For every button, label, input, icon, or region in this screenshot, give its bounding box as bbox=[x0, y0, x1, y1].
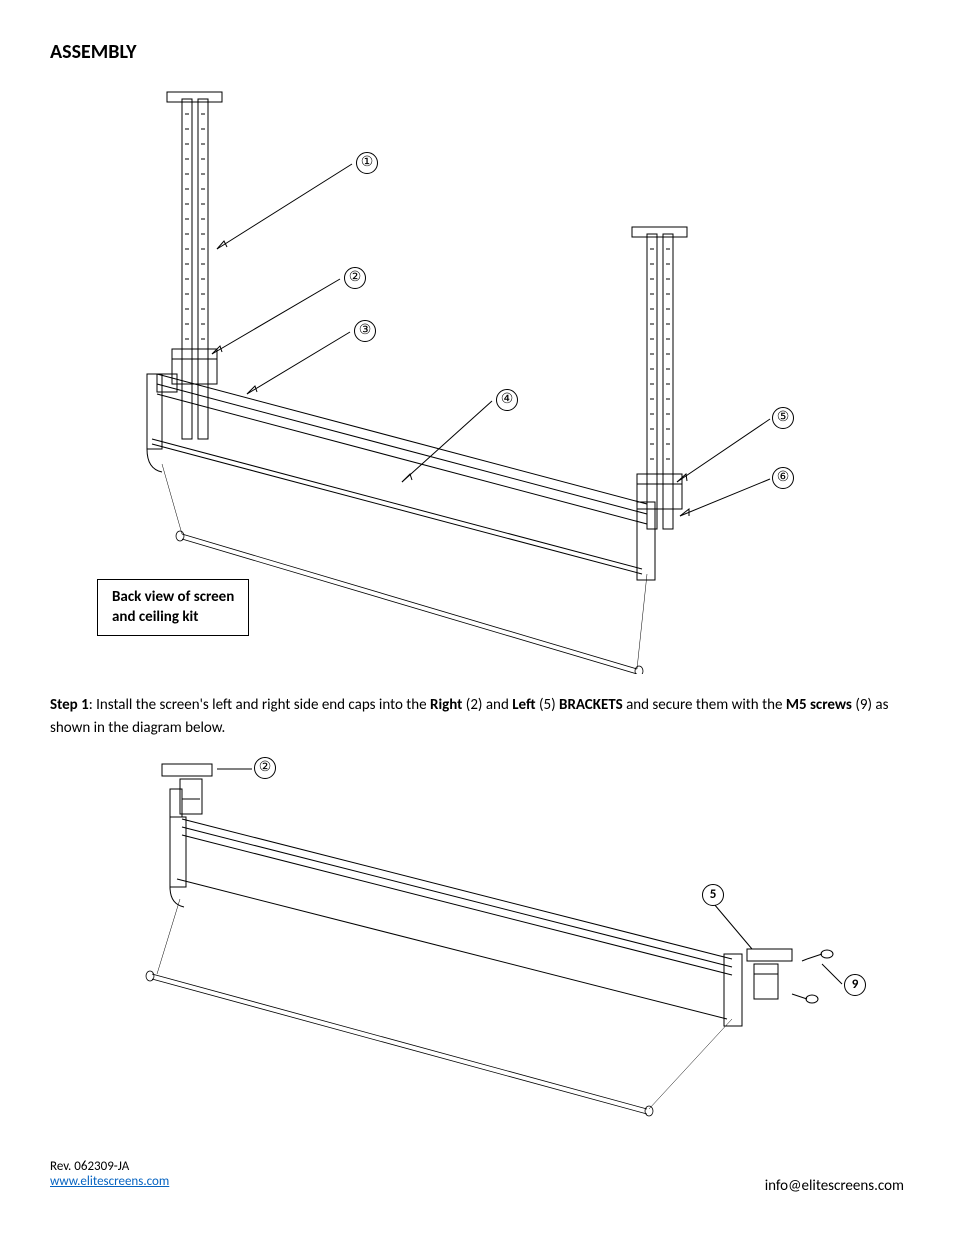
step-1-label: Step 1 bbox=[50, 696, 89, 714]
diagram-step-1: ② 5 9 bbox=[52, 749, 902, 1119]
step-1-t4: and secure them with the bbox=[623, 696, 786, 714]
callout-4: ④ bbox=[496, 389, 518, 411]
website-link[interactable]: www.elitescreens.com bbox=[50, 1174, 169, 1189]
page-footer: Rev. 062309-JA www.elitescreens.com info… bbox=[50, 1159, 904, 1195]
step-1-t1: : Install the screen's left and right si… bbox=[89, 696, 430, 714]
step-1-left: Left bbox=[512, 696, 535, 714]
callout-2: ② bbox=[344, 267, 366, 289]
callout-5: ⑤ bbox=[772, 407, 794, 429]
step-1-right: Right bbox=[430, 696, 462, 714]
diagram-caption-box: Back view of screen and ceiling kit bbox=[97, 579, 249, 636]
caption-line-1: Back view of screen bbox=[112, 588, 234, 606]
callout-2b: ② bbox=[254, 757, 276, 779]
step-1-brackets: BRACKETS bbox=[559, 696, 623, 714]
revision-text: Rev. 062309-JA bbox=[50, 1159, 129, 1174]
step-1-text: Step 1: Install the screen's left and ri… bbox=[50, 694, 904, 739]
step-1-m5: M5 screws bbox=[786, 696, 852, 714]
caption-line-2: and ceiling kit bbox=[112, 608, 198, 626]
callout-5b: 5 bbox=[702, 884, 724, 906]
step-1-t2: (2) and bbox=[462, 696, 512, 714]
section-heading: ASSEMBLY bbox=[50, 40, 904, 64]
contact-email: info@elitescreens.com bbox=[765, 1177, 904, 1195]
diagram-back-view: ① ② ③ ④ ⑤ ⑥ Back view of screen and ceil… bbox=[52, 74, 902, 674]
step1-diagram-svg bbox=[52, 749, 902, 1119]
callout-9: 9 bbox=[844, 974, 866, 996]
step-1-t3: (5) bbox=[536, 696, 559, 714]
callout-1: ① bbox=[356, 152, 378, 174]
callout-6: ⑥ bbox=[772, 467, 794, 489]
callout-3: ③ bbox=[354, 320, 376, 342]
